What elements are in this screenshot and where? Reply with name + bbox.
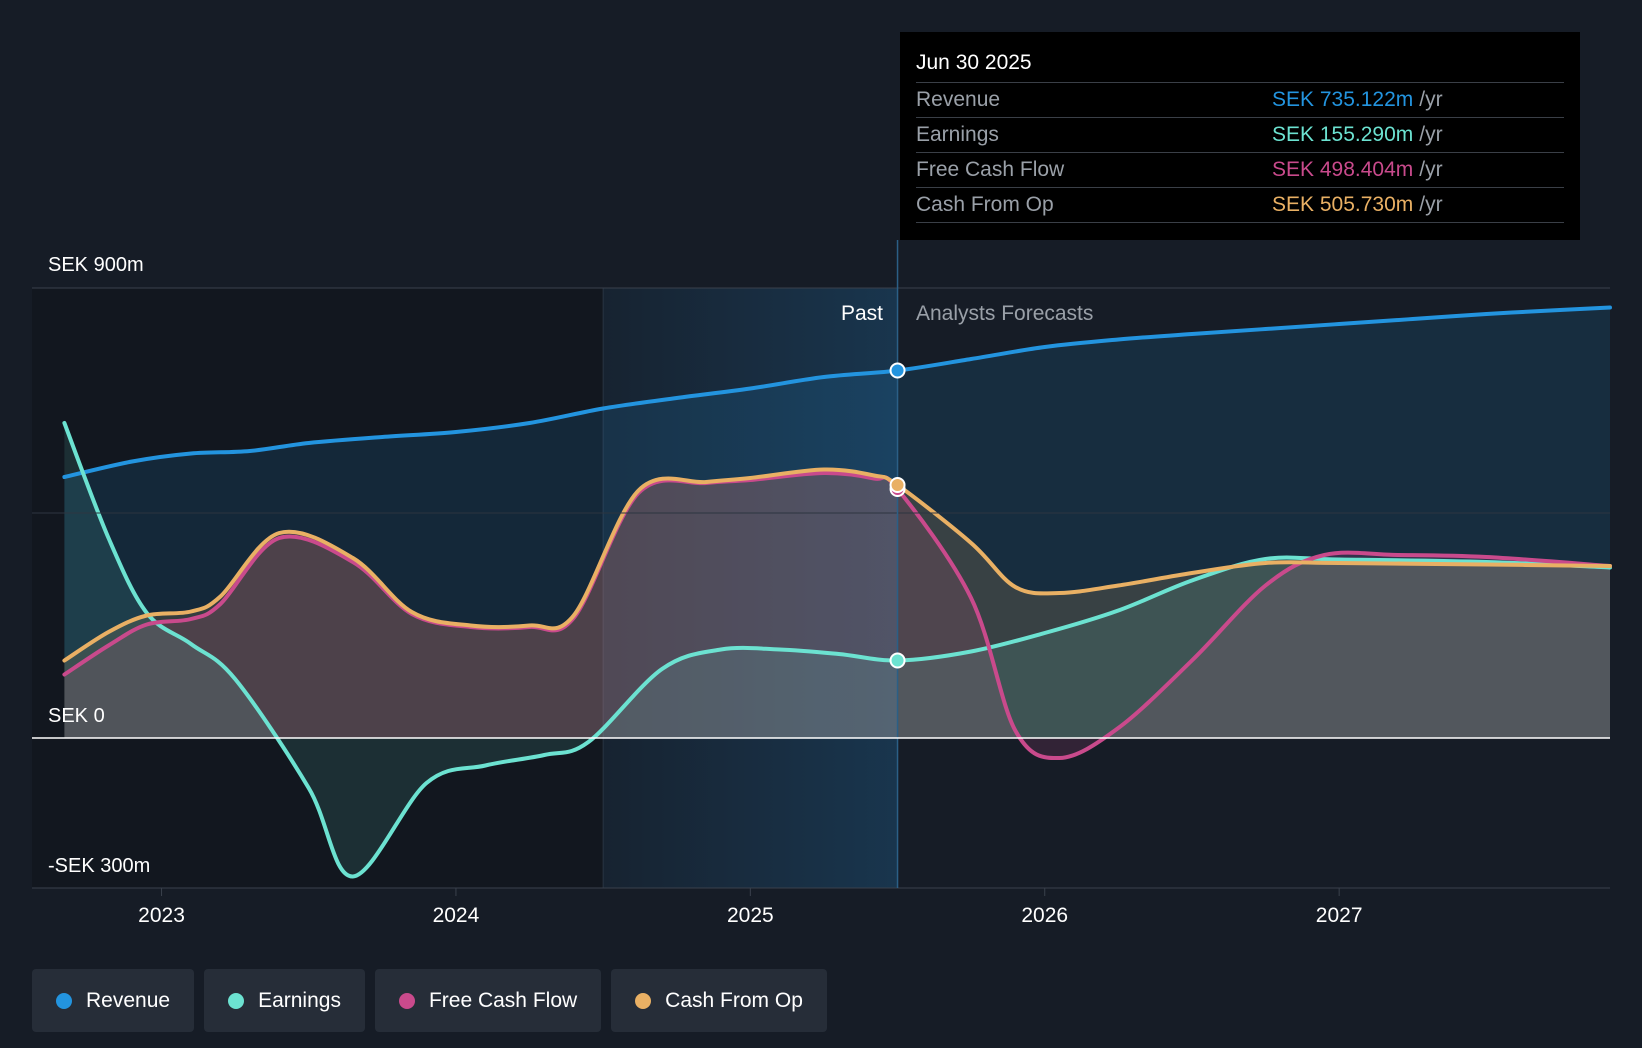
tooltip-unit: /yr (1419, 193, 1443, 216)
marker-earnings (889, 652, 906, 669)
legend-label: Earnings (258, 988, 341, 1012)
legend-label: Cash From Op (665, 988, 803, 1012)
x-tick-label: 2023 (138, 904, 185, 927)
chart: 2023 2024 2025 2026 2027 SEK 900m SEK 0 -SEK… (32, 240, 1612, 927)
legend: Revenue Earnings Free Cash Flow Cash Fro… (32, 969, 827, 1032)
tooltip-row-free-cash-flow: Free Cash Flow SEK 498.404m /yr (916, 153, 1564, 188)
marker-cash-from-op (889, 477, 906, 493)
x-tick-label: 2027 (1316, 904, 1363, 927)
legend-item-earnings[interactable]: Earnings (204, 969, 365, 1032)
tooltip: Jun 30 2025 Revenue SEK 735.122m /yr Ear… (900, 32, 1580, 240)
legend-label: Revenue (86, 988, 171, 1012)
area-earnings (64, 423, 1610, 877)
marker-revenue (889, 362, 906, 379)
y-label-top: SEK 900m (48, 254, 144, 276)
area-free-cash-flow (64, 472, 1610, 759)
tooltip-date: Jun 30 2025 (916, 44, 1564, 83)
y-label-bottom: -SEK 300m (48, 855, 150, 877)
x-tick-label: 2025 (727, 904, 774, 927)
tooltip-label: Earnings (916, 123, 999, 146)
tooltip-label: Free Cash Flow (916, 158, 1065, 181)
tooltip-label: Revenue (916, 88, 1001, 111)
area-revenue (64, 307, 1610, 738)
cash-from-op-dot-icon (635, 992, 652, 1009)
x-tick-label: 2024 (433, 904, 480, 927)
tooltip-value: SEK 155.290m (1272, 123, 1414, 146)
series-line-cash-from-op (62, 467, 1612, 663)
series-line-revenue (62, 305, 1612, 479)
past-region (32, 288, 604, 888)
tooltip-value: SEK 505.730m (1272, 193, 1414, 216)
forecast-label: Analysts Forecasts (916, 302, 1093, 325)
legend-item-revenue[interactable]: Revenue (32, 969, 195, 1032)
tooltip-row-cash-from-op: Cash From Op SEK 505.730m /yr (916, 188, 1564, 223)
x-tick-label: 2026 (1021, 904, 1068, 927)
legend-label: Free Cash Flow (428, 988, 578, 1012)
free-cash-flow-dot-icon (398, 992, 415, 1009)
tooltip-unit: /yr (1419, 88, 1443, 111)
legend-item-cash-from-op[interactable]: Cash From Op (611, 969, 827, 1032)
revenue-dot-icon (56, 992, 72, 1009)
past-label: Past (841, 302, 883, 325)
area-cash-from-op (64, 469, 1610, 738)
earnings-dot-icon (228, 992, 245, 1009)
y-label-zero: SEK 0 (48, 705, 105, 727)
tooltip-unit: /yr (1419, 158, 1443, 181)
tooltip-row-earnings: Earnings SEK 155.290m /yr (916, 118, 1564, 153)
tooltip-row-revenue: Revenue SEK 735.122m /yr (916, 83, 1564, 118)
tooltip-unit: /yr (1419, 123, 1443, 146)
tooltip-value: SEK 498.404m (1272, 158, 1414, 181)
tooltip-value: SEK 735.122m (1272, 88, 1414, 111)
tooltip-label: Cash From Op (916, 193, 1054, 216)
legend-item-free-cash-flow[interactable]: Free Cash Flow (374, 969, 602, 1032)
series-line-free-cash-flow (62, 470, 1612, 761)
